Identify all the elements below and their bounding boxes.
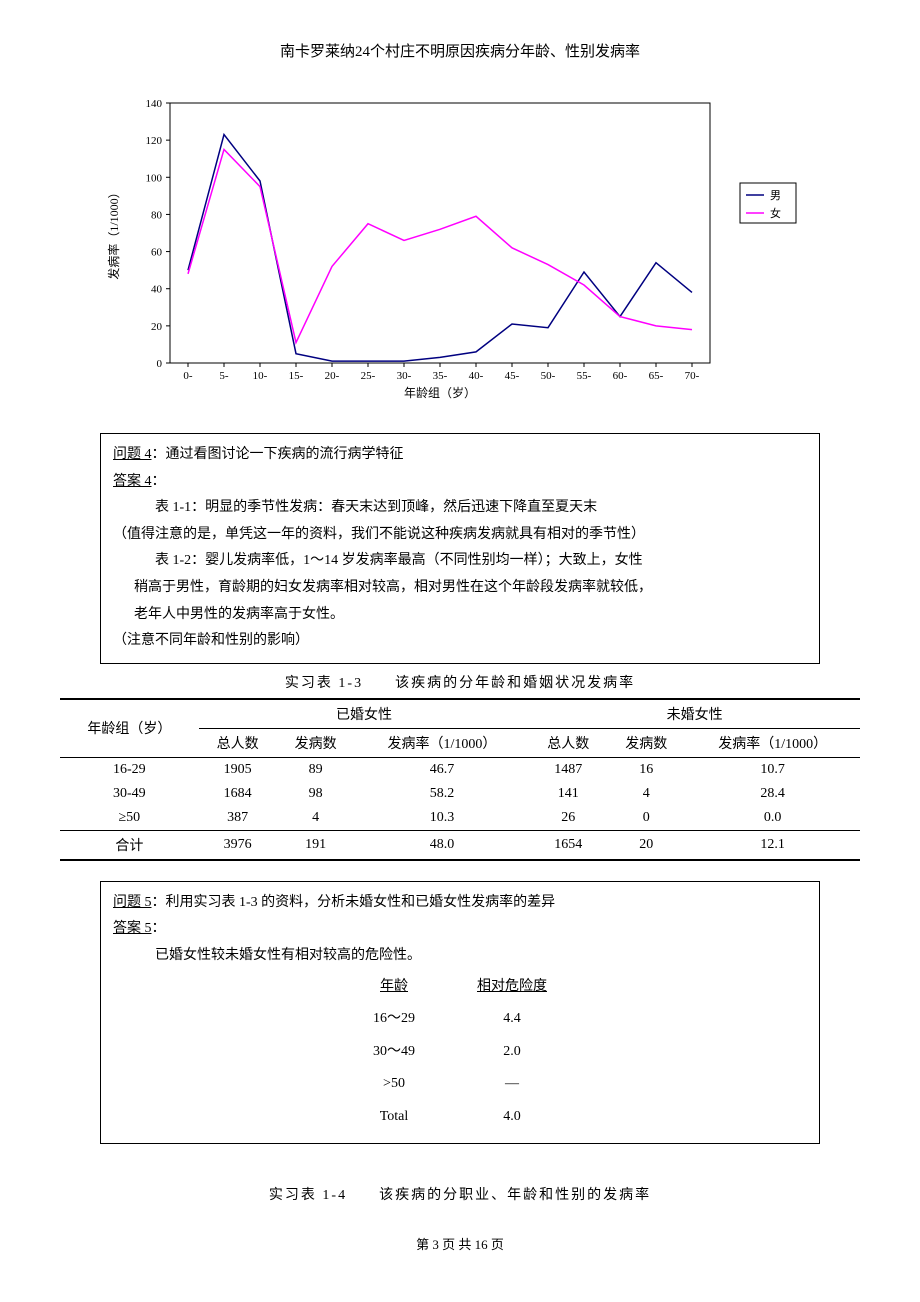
- t13-cell: 98: [277, 782, 355, 806]
- svg-text:70-: 70-: [685, 370, 700, 382]
- qa4-line: 表 1-2：婴儿发病率低，1～14 岁发病率最高（不同性别均一样）；大致上，女性: [113, 548, 807, 575]
- t13-group-unmarried: 未婚女性: [529, 699, 860, 729]
- t13-sub: 发病数: [607, 728, 685, 757]
- rr-cell: 4.0: [447, 1102, 577, 1133]
- t13-sub: 发病数: [277, 728, 355, 757]
- svg-text:0-: 0-: [183, 370, 193, 382]
- t13-total-cell: 12.1: [685, 830, 860, 860]
- rr-cell: 4.4: [447, 1004, 577, 1035]
- t13-cell: ≥50: [60, 806, 199, 831]
- svg-text:0: 0: [157, 358, 163, 370]
- t13-cell: 28.4: [685, 782, 860, 806]
- t13-cell: 58.2: [355, 782, 530, 806]
- chart-title: 南卡罗莱纳24个村庄不明原因疾病分年龄、性别发病率: [60, 40, 860, 61]
- t13-cell: 10.3: [355, 806, 530, 831]
- t13-cell: 141: [529, 782, 607, 806]
- t13-cell: 16: [607, 757, 685, 782]
- rr-hdr-rr: 相对危险度: [447, 972, 577, 1003]
- t13-cell: 1905: [199, 757, 277, 782]
- qa4-line: （值得注意的是，单凭这一年的资料，我们不能说这种疾病发病就具有相对的季节性）: [113, 522, 807, 549]
- t13-cell: 16-29: [60, 757, 199, 782]
- t13-total-cell: 191: [277, 830, 355, 860]
- t13-sub: 总人数: [199, 728, 277, 757]
- rr-cell: >50: [343, 1069, 445, 1100]
- t13-sub: 发病率（1/1000）: [355, 728, 530, 757]
- svg-text:65-: 65-: [649, 370, 664, 382]
- qa5-line1: 已婚女性较未婚女性有相对较高的危险性。: [113, 943, 807, 970]
- t13-total-cell: 1654: [529, 830, 607, 860]
- t13-sub: 发病率（1/1000）: [685, 728, 860, 757]
- t13-group-married: 已婚女性: [199, 699, 530, 729]
- svg-text:发病率（1/1000）: 发病率（1/1000）: [106, 186, 121, 279]
- table13-title: 实习表 1-3 该疾病的分年龄和婚姻状况发病率: [60, 672, 860, 692]
- svg-text:20: 20: [151, 321, 163, 333]
- t13-cell: 26: [529, 806, 607, 831]
- page-footer: 第 3 页 共 16 页: [60, 1234, 860, 1253]
- qa4-line: 老年人中男性的发病率高于女性。: [113, 602, 807, 629]
- svg-text:20-: 20-: [325, 370, 340, 382]
- svg-text:45-: 45-: [505, 370, 520, 382]
- svg-text:60-: 60-: [613, 370, 628, 382]
- svg-text:男: 男: [770, 190, 781, 202]
- rr-hdr-age: 年龄: [343, 972, 445, 1003]
- svg-text:100: 100: [146, 172, 163, 184]
- svg-text:5-: 5-: [219, 370, 229, 382]
- svg-text:80: 80: [151, 209, 163, 221]
- rr-table: 年龄 相对危险度 16～294.430～492.0>50—Total4.0: [341, 970, 579, 1135]
- svg-text:50-: 50-: [541, 370, 556, 382]
- svg-text:女: 女: [770, 206, 781, 220]
- t13-cell: 0: [607, 806, 685, 831]
- rr-cell: Total: [343, 1102, 445, 1133]
- svg-text:55-: 55-: [577, 370, 592, 382]
- qa5-q-text: ：利用实习表 1-3 的资料，分析未婚女性和已婚女性发病率的差异: [152, 895, 556, 910]
- t13-total-cell: 20: [607, 830, 685, 860]
- svg-text:30-: 30-: [397, 370, 412, 382]
- rr-cell: 16～29: [343, 1004, 445, 1035]
- line-chart: 0 20 40 60 80 100 120 140 0- 5- 10- 15- 20- 25- 30- 35-…: [100, 73, 860, 413]
- qa4-box: 问题 4：通过看图讨论一下疾病的流行病学特征 答案 4： 表 1-1：明显的季节…: [100, 433, 820, 664]
- svg-text:年龄组（岁）: 年龄组（岁）: [404, 385, 476, 400]
- qa5-box: 问题 5：利用实习表 1-3 的资料，分析未婚女性和已婚女性发病率的差异 答案 …: [100, 881, 820, 1144]
- t13-cell: 1487: [529, 757, 607, 782]
- svg-text:15-: 15-: [289, 370, 304, 382]
- t13-total-cell: 48.0: [355, 830, 530, 860]
- svg-text:25-: 25-: [361, 370, 376, 382]
- qa4-q-text: ：通过看图讨论一下疾病的流行病学特征: [152, 447, 404, 462]
- svg-text:35-: 35-: [433, 370, 448, 382]
- t13-cell: 89: [277, 757, 355, 782]
- t13-cell: 0.0: [685, 806, 860, 831]
- t13-cell: 387: [199, 806, 277, 831]
- qa5-a-colon: ：: [152, 921, 166, 936]
- t13-total-cell: 3976: [199, 830, 277, 860]
- svg-text:140: 140: [146, 98, 163, 110]
- svg-text:60: 60: [151, 247, 163, 259]
- t13-cell: 10.7: [685, 757, 860, 782]
- t13-sub: 总人数: [529, 728, 607, 757]
- rr-cell: 2.0: [447, 1037, 577, 1068]
- qa4-line: 表 1-1：明显的季节性发病：春天末达到顶峰，然后迅速下降直至夏天末: [113, 495, 807, 522]
- qa5-a-label: 答案 5: [113, 921, 152, 936]
- svg-text:40: 40: [151, 284, 163, 296]
- rr-cell: 30～49: [343, 1037, 445, 1068]
- table14-title: 实习表 1-4 该疾病的分职业、年龄和性别的发病率: [60, 1184, 860, 1204]
- t13-cell: 4: [607, 782, 685, 806]
- rr-cell: —: [447, 1069, 577, 1100]
- t13-col-age: 年龄组（岁）: [60, 699, 199, 758]
- qa4-line: 稍高于男性，育龄期的妇女发病率相对较高，相对男性在这个年龄段发病率就较低，: [113, 575, 807, 602]
- t13-cell: 46.7: [355, 757, 530, 782]
- t13-cell: 30-49: [60, 782, 199, 806]
- t13-cell: 1684: [199, 782, 277, 806]
- t13-cell: 4: [277, 806, 355, 831]
- qa4-a-colon: ：: [152, 474, 166, 489]
- svg-text:40-: 40-: [469, 370, 484, 382]
- qa4-a-label: 答案 4: [113, 474, 152, 489]
- svg-text:120: 120: [146, 135, 163, 147]
- qa4-line: （注意不同年龄和性别的影响）: [113, 628, 807, 655]
- table13: 年龄组（岁） 已婚女性 未婚女性 总人数 发病数 发病率（1/1000） 总人数…: [60, 698, 860, 861]
- svg-text:10-: 10-: [253, 370, 268, 382]
- qa4-q-label: 问题 4: [113, 447, 152, 462]
- qa5-q-label: 问题 5: [113, 895, 152, 910]
- t13-total-cell: 合计: [60, 830, 199, 860]
